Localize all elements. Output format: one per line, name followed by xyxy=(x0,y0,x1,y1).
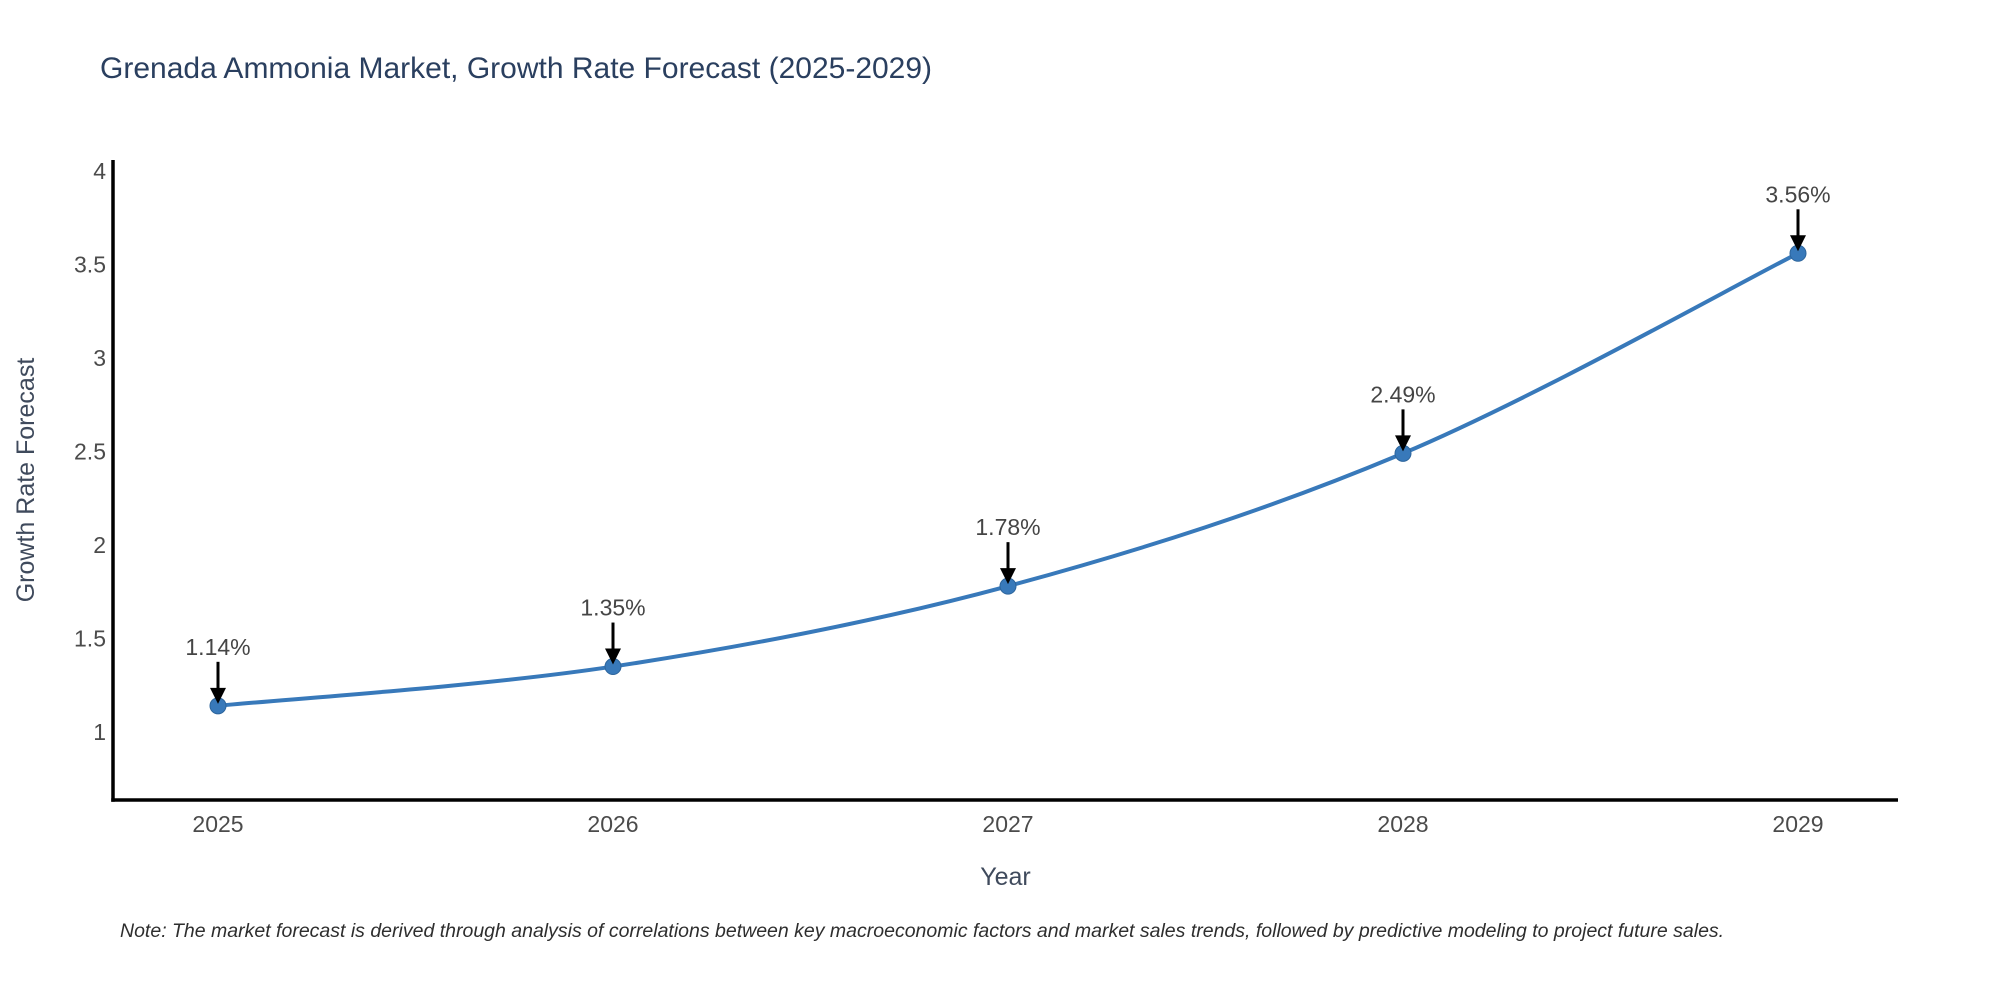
y-tick-label: 3 xyxy=(93,345,106,371)
chart-title: Grenada Ammonia Market, Growth Rate Fore… xyxy=(100,52,933,85)
y-tick-label: 1 xyxy=(93,719,106,745)
x-axis-title: Year xyxy=(980,863,1031,891)
x-tick-label: 2026 xyxy=(587,811,638,837)
y-tick-label: 2.5 xyxy=(74,439,106,465)
x-tick-label: 2029 xyxy=(1772,811,1823,837)
annotation-arrowhead-icon xyxy=(1395,435,1411,452)
annotation-arrowhead-icon xyxy=(605,648,621,665)
annotation-arrowhead-icon xyxy=(1000,568,1016,585)
y-tick-label: 2 xyxy=(93,532,106,558)
x-tick-label: 2028 xyxy=(1377,811,1428,837)
y-tick-label: 1.5 xyxy=(74,626,106,652)
point-value-label: 2.49% xyxy=(1370,381,1435,407)
x-tick-label: 2027 xyxy=(982,811,1033,837)
point-value-label: 1.35% xyxy=(580,595,645,621)
y-axis-title: Growth Rate Forecast xyxy=(12,358,40,603)
point-value-label: 1.14% xyxy=(185,634,250,660)
x-tick-label: 2025 xyxy=(192,811,243,837)
point-value-label: 3.56% xyxy=(1765,181,1830,207)
annotation-arrowhead-icon xyxy=(1790,235,1806,252)
chart-footnote: Note: The market forecast is derived thr… xyxy=(120,920,1725,942)
forecast-line xyxy=(216,251,1800,708)
annotation-arrowhead-icon xyxy=(210,687,226,704)
y-tick-label: 4 xyxy=(93,158,106,184)
point-value-label: 1.78% xyxy=(975,514,1040,540)
y-tick-label: 3.5 xyxy=(74,252,106,278)
